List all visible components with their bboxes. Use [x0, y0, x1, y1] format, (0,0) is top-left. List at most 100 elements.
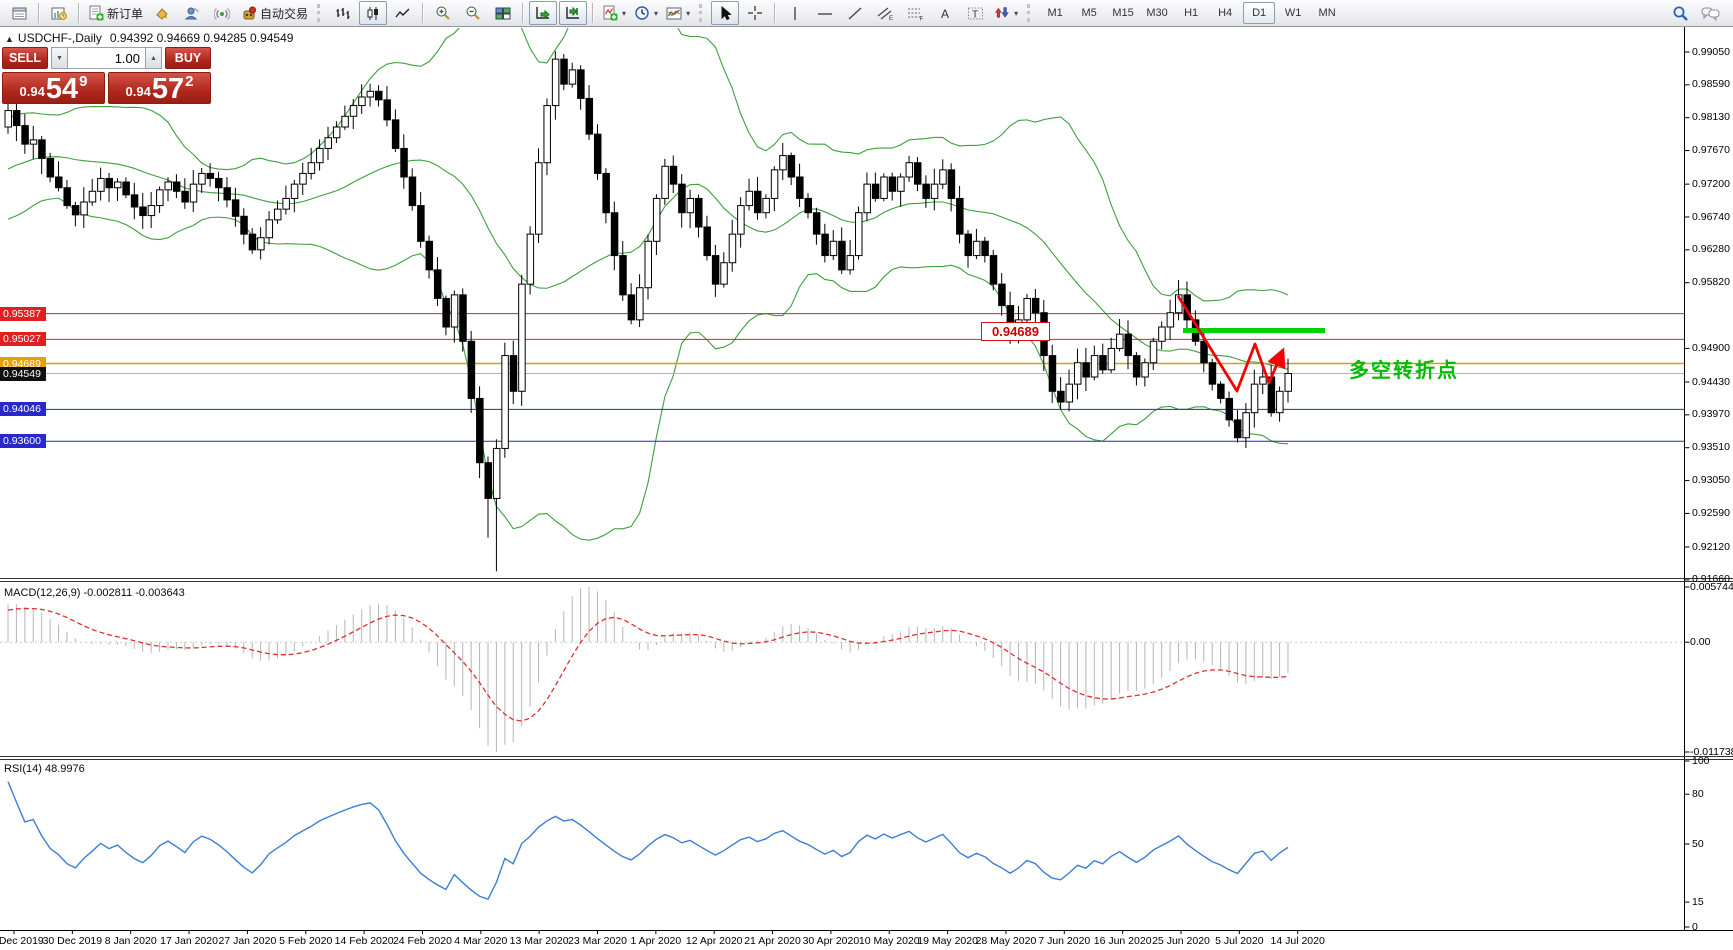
buy-price-main: 57	[151, 73, 185, 105]
paint-bucket-icon	[156, 7, 168, 20]
horizontal-lines-layer[interactable]	[0, 313, 1685, 442]
trendline-tool-button[interactable]	[841, 1, 869, 25]
fibonacci-tool-button[interactable]: F	[901, 1, 929, 25]
tf-button-M15[interactable]: M15	[1112, 7, 1134, 19]
toolbar-separator	[592, 3, 595, 23]
toolbar-right-group	[1665, 1, 1729, 25]
arrows-tool-button[interactable]: ▾	[991, 1, 1021, 25]
vertical-line-icon	[794, 6, 796, 20]
tile-windows-button[interactable]	[489, 1, 517, 25]
horizontal-line-tool-button[interactable]	[811, 1, 839, 25]
periods-button[interactable]: ▾	[631, 1, 661, 25]
chart-shift-icon	[566, 6, 580, 19]
templates-button[interactable]: ▾	[663, 1, 693, 25]
bollinger-lower-line	[7, 197, 1289, 541]
search-button[interactable]	[1666, 1, 1694, 25]
timeframe-toolbar: M1 M5 M15 M30 H1 H4 D1 W1 MN	[1038, 2, 1344, 24]
chart-shift-button[interactable]	[559, 1, 588, 25]
indicators-button[interactable]: ▾	[599, 1, 629, 25]
auto-scroll-button[interactable]	[529, 1, 558, 25]
macd-histogram	[7, 587, 1289, 752]
chevron-down-icon: ▾	[622, 8, 627, 18]
autotrading-label: 自动交易	[260, 6, 309, 21]
bar-chart-mode-button[interactable]	[329, 1, 357, 25]
text-label-icon: T	[967, 7, 983, 20]
chat-icon	[1701, 7, 1719, 21]
crosshair-icon	[748, 6, 763, 20]
text-tool-button[interactable]: A	[931, 1, 959, 25]
buy-price-button[interactable]: 0.94 57 2	[108, 72, 211, 104]
arrow-objects-icon	[995, 6, 1009, 18]
annotation-note-text[interactable]: 多空转折点	[1349, 360, 1459, 382]
sell-price-button[interactable]: 0.94 54 9	[2, 72, 105, 104]
order-controls-row: SELL ▼ ▲ BUY	[2, 47, 214, 69]
quote-panel-collapse-icon[interactable]: ▲	[5, 34, 14, 44]
buy-button[interactable]: BUY	[165, 47, 211, 69]
sell-price-prefix: 0.94	[19, 84, 45, 99]
buy-price-prefix: 0.94	[125, 84, 151, 99]
macd-signal-line	[7, 607, 1289, 722]
zoom-in-button[interactable]	[429, 1, 457, 25]
tf-button-H4[interactable]: H4	[1218, 7, 1233, 19]
volume-input[interactable]	[68, 47, 145, 69]
auto-scroll-icon	[536, 6, 550, 19]
tf-button-H1[interactable]: H1	[1184, 7, 1199, 19]
zoom-out-icon	[466, 6, 480, 20]
tf-button-M30[interactable]: M30	[1146, 7, 1168, 19]
channel-tool-button[interactable]: E	[871, 1, 899, 25]
signals-button[interactable]	[208, 1, 236, 25]
sell-price-pip: 9	[79, 73, 88, 90]
toolbar-separator	[38, 3, 40, 23]
volume-increase-button[interactable]: ▲	[145, 47, 162, 69]
candlestick-mode-button[interactable]	[359, 1, 388, 25]
toolbar-separator	[422, 3, 425, 23]
bollinger-upper-line	[7, 28, 1289, 302]
candlesticks-layer	[4, 51, 1292, 572]
svg-text:T: T	[972, 9, 978, 20]
line-chart-icon	[395, 8, 410, 17]
toolbar-separator	[774, 3, 777, 23]
account-button[interactable]	[178, 1, 206, 25]
horizontal-line-icon	[818, 12, 833, 15]
svg-text:F: F	[919, 16, 923, 21]
main-toolbar: 新订单 自动交易	[0, 0, 1733, 27]
chart-symbol-period: USDCHF-,Daily	[17, 31, 102, 45]
market-watch-button[interactable]	[5, 1, 33, 25]
price-flag-label[interactable]: 0.94689	[981, 322, 1050, 341]
crosshair-tool-button[interactable]	[741, 1, 769, 25]
tf-button-MN[interactable]: MN	[1318, 7, 1336, 19]
tf-button-M1[interactable]: M1	[1047, 7, 1063, 19]
styler-button[interactable]	[148, 1, 176, 25]
tf-button-W1[interactable]: W1	[1284, 7, 1302, 19]
strategy-tester-button[interactable]	[45, 1, 73, 25]
toolbar-grip[interactable]	[699, 4, 705, 22]
toolbar-grip[interactable]	[317, 4, 323, 22]
profile-icon	[184, 7, 199, 19]
trend-segment[interactable]	[1183, 328, 1325, 333]
label-tool-button[interactable]: T	[961, 1, 989, 25]
tf-button-M5[interactable]: M5	[1081, 7, 1097, 19]
zoom-in-icon	[436, 6, 450, 20]
volume-decrease-button[interactable]: ▼	[51, 47, 68, 69]
buy-price-pip: 2	[185, 73, 194, 90]
cursor-tool-button[interactable]	[711, 1, 740, 25]
tf-button-D1[interactable]: D1	[1243, 2, 1276, 24]
zigzag-arrow[interactable]	[1176, 295, 1286, 393]
new-order-button[interactable]: 新订单	[85, 1, 146, 25]
add-indicator-icon	[603, 5, 618, 21]
line-chart-mode-button[interactable]	[389, 1, 417, 25]
chart-title: ▲ USDCHF-,Daily 0.94392 0.94669 0.94285 0.…	[5, 31, 293, 45]
new-order-label: 新订单	[107, 6, 144, 21]
zoom-out-button[interactable]	[459, 1, 487, 25]
svg-text:A: A	[941, 7, 949, 21]
toolbar-grip[interactable]	[1027, 4, 1033, 22]
sell-button[interactable]: SELL	[2, 47, 48, 69]
clock-icon	[635, 6, 649, 20]
text-icon: A	[941, 7, 949, 21]
chat-button[interactable]	[1696, 1, 1724, 25]
autotrading-button[interactable]: 自动交易	[238, 1, 311, 25]
vertical-line-tool-button[interactable]	[781, 1, 809, 25]
template-icon	[666, 7, 682, 19]
